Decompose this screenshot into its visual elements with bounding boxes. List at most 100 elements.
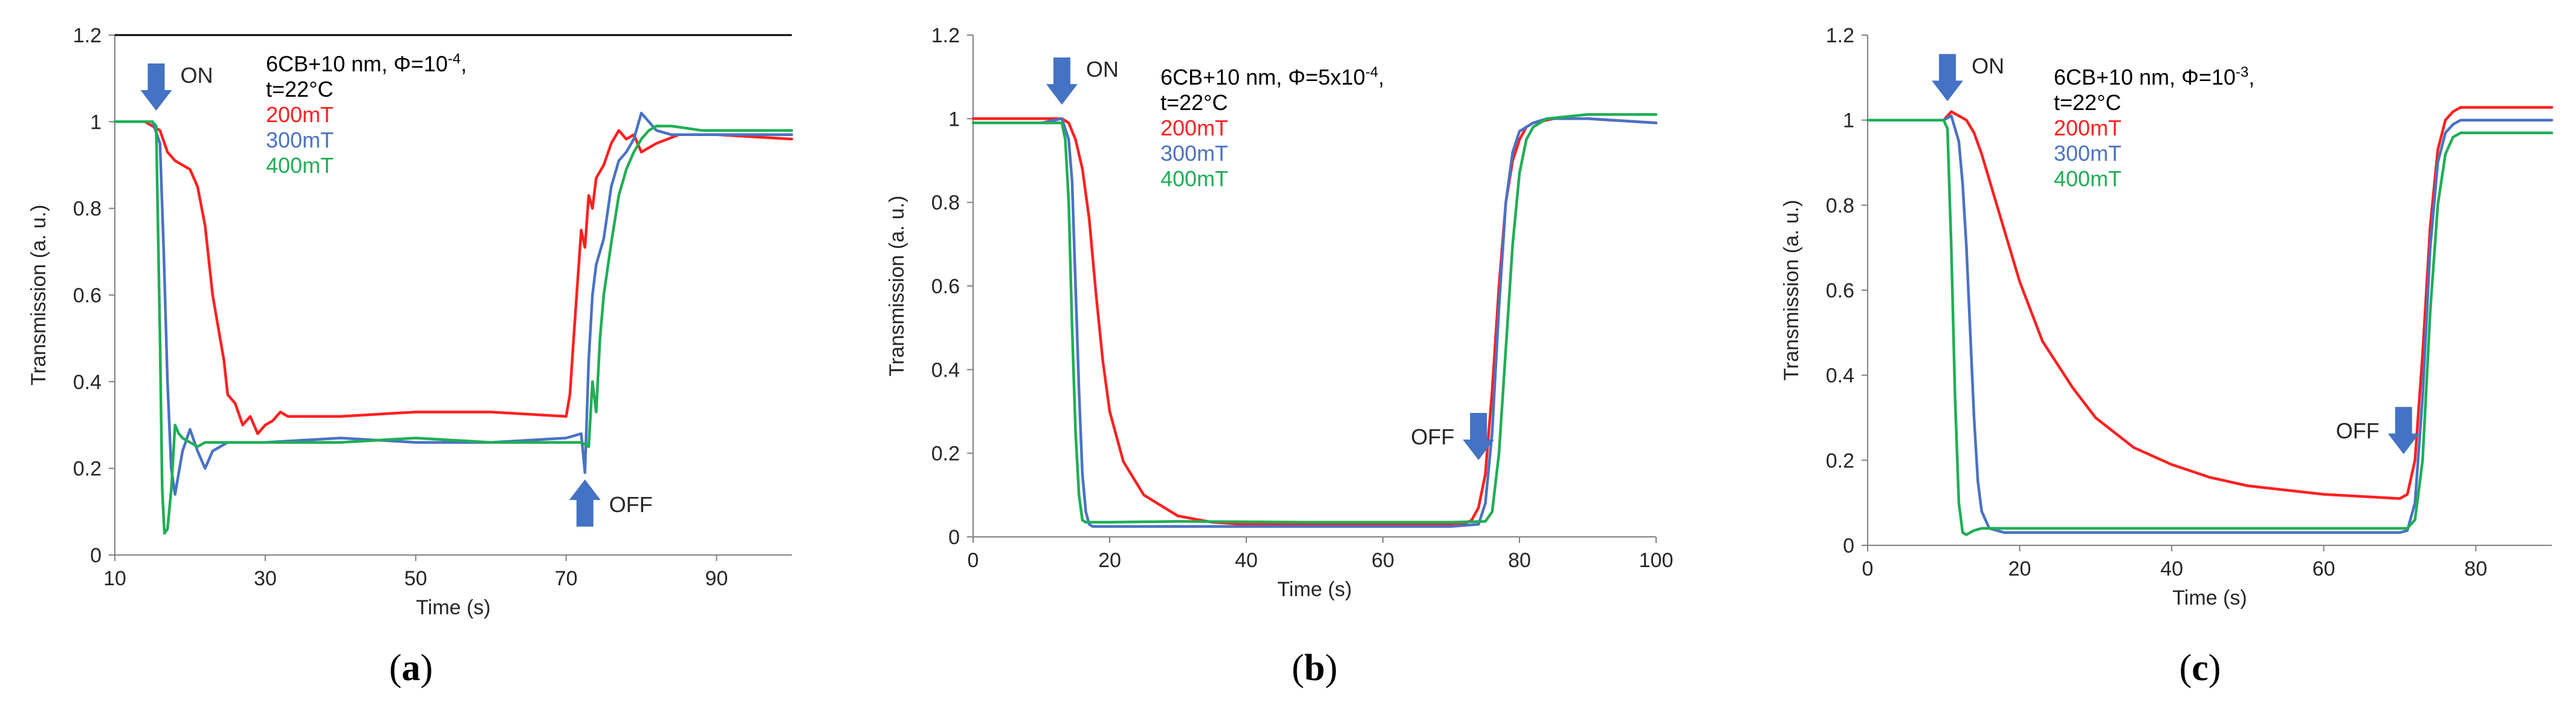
x-tick-label: 90: [705, 567, 728, 590]
chart-panel-c: 0 0.2 0.4 0.6 0.8 1 1.2 0 20 40 60 80 Time (s) Transm…: [1780, 24, 2554, 689]
legend-title-exponent: -4: [448, 51, 461, 67]
x-tick-label: 0: [1862, 557, 1874, 580]
series-line-200mT: [1866, 106, 2554, 500]
panel-label-letter: b: [1304, 648, 1325, 689]
series-line-400mT: [1866, 118, 2554, 536]
legend-entry: 400mT: [266, 153, 334, 178]
legend-temperature: t=22°C: [1160, 90, 1228, 115]
panel-label-open: (: [389, 648, 402, 689]
arrow-down-icon: [1932, 54, 1964, 102]
y-tick-label: 1.2: [931, 24, 960, 47]
y-tick-label: 1: [1843, 109, 1854, 132]
x-axis-title: Time (s): [2172, 586, 2247, 609]
panel-label-letter: a: [402, 648, 421, 689]
panel-label-letter: c: [2192, 648, 2209, 689]
y-axis-title: Transmission (a. u.): [27, 204, 50, 385]
y-tick-label: 0.8: [931, 192, 960, 215]
panel-label: (c): [2180, 648, 2221, 689]
y-tick-label: 0.4: [931, 359, 960, 381]
legend-title-comma: ,: [1378, 65, 1384, 89]
series-line-200mT: [113, 120, 794, 435]
series-line-400mT: [971, 113, 1658, 524]
x-tick-label: 50: [404, 567, 427, 590]
legend-title-text: 6CB+10 nm, Φ=5x10: [1160, 65, 1365, 89]
x-tick-label: 20: [2008, 557, 2031, 580]
panel-label-open: (: [2180, 648, 2192, 689]
legend-title: 6CB+10 nm, Φ=10-3,: [2054, 64, 2254, 90]
marker-label-on: ON: [1086, 57, 1119, 82]
series-line-200mT: [971, 117, 1658, 526]
legend-title-text: 6CB+10 nm, Φ=10: [266, 51, 448, 76]
arrow-down-icon: [2387, 407, 2419, 455]
panel-label: (b): [1292, 648, 1338, 689]
legend-title-comma: ,: [461, 51, 467, 76]
legend-title: 6CB+10 nm, Φ=10-4,: [266, 51, 467, 77]
legend-entry: 200mT: [2054, 115, 2121, 140]
x-tick-label: 80: [1508, 549, 1531, 572]
series-line-400mT: [113, 120, 794, 535]
y-tick-label: 0.6: [1826, 279, 1854, 302]
legend-title-text: 6CB+10 nm, Φ=10: [2054, 65, 2236, 89]
panel-label-open: (: [1292, 648, 1304, 689]
x-tick-label: 30: [254, 567, 277, 590]
y-tick-label: 0: [948, 526, 960, 549]
legend-title-exponent: -4: [1365, 64, 1378, 80]
y-axis-title: Transmission (a. u.): [885, 195, 908, 376]
x-tick-label: 100: [1639, 549, 1674, 572]
legend-temperature: t=22°C: [266, 77, 333, 102]
series-line-300mT: [971, 117, 1658, 528]
x-tick-label: 0: [968, 549, 979, 572]
x-tick-label: 60: [2312, 557, 2335, 580]
y-tick-label: 0: [1843, 534, 1854, 557]
y-tick-label: 0.4: [73, 371, 102, 394]
legend-title-exponent: -3: [2236, 64, 2248, 80]
y-tick-label: 1: [90, 111, 102, 134]
x-axis-title: Time (s): [1277, 578, 1351, 601]
x-tick-label: 40: [2160, 557, 2183, 580]
y-tick-label: 1: [948, 108, 960, 131]
panel-label-close: ): [2209, 648, 2221, 689]
x-tick-label: 70: [555, 567, 578, 590]
series-line-300mT: [113, 111, 794, 496]
legend-entry: 200mT: [1160, 115, 1228, 140]
legend-title: 6CB+10 nm, Φ=5x10-4,: [1160, 64, 1384, 90]
series-line-300mT: [1866, 114, 2554, 534]
y-tick-label: 0.6: [73, 284, 102, 307]
y-axis-title: Transmission (a. u.): [1780, 200, 1803, 380]
y-tick-label: 0.8: [73, 198, 102, 221]
y-tick-label: 1.2: [73, 24, 102, 47]
marker-label-off: OFF: [2336, 418, 2380, 443]
arrow-down-icon: [1046, 57, 1078, 105]
x-tick-label: 20: [1098, 549, 1121, 572]
marker-label-on: ON: [180, 63, 213, 88]
legend-entry: 300mT: [2054, 141, 2121, 166]
panel-label: (a): [389, 648, 433, 689]
marker-label-off: OFF: [1411, 424, 1454, 449]
legend-entry: 200mT: [266, 102, 334, 127]
legend-entry: 300mT: [1160, 141, 1228, 166]
y-tick-label: 0.6: [931, 275, 960, 298]
arrow-down-icon: [140, 63, 172, 111]
arrow-down-icon: [1463, 413, 1495, 460]
marker-label-on: ON: [1972, 53, 2004, 78]
legend-title-comma: ,: [2248, 65, 2254, 89]
y-tick-label: 0.2: [1826, 449, 1854, 472]
x-tick-label: 10: [103, 567, 126, 590]
legend-entry: 400mT: [2054, 166, 2121, 191]
x-axis-title: Time (s): [416, 596, 490, 619]
x-tick-label: 40: [1235, 549, 1258, 572]
panel-label-close: ): [1325, 648, 1338, 689]
legend-entry: 300mT: [266, 128, 334, 152]
y-tick-label: 0: [90, 544, 102, 567]
y-tick-label: 1.2: [1826, 24, 1854, 47]
x-tick-label: 60: [1371, 549, 1394, 572]
y-tick-label: 0.8: [1826, 194, 1854, 217]
y-tick-label: 0.2: [73, 458, 102, 481]
y-tick-label: 0.4: [1826, 365, 1854, 388]
marker-label-off: OFF: [609, 492, 653, 517]
legend-entry: 400mT: [1160, 166, 1228, 191]
y-tick-label: 0.2: [931, 443, 960, 466]
legend-temperature: t=22°C: [2054, 90, 2121, 115]
panel-label-close: ): [421, 648, 433, 689]
